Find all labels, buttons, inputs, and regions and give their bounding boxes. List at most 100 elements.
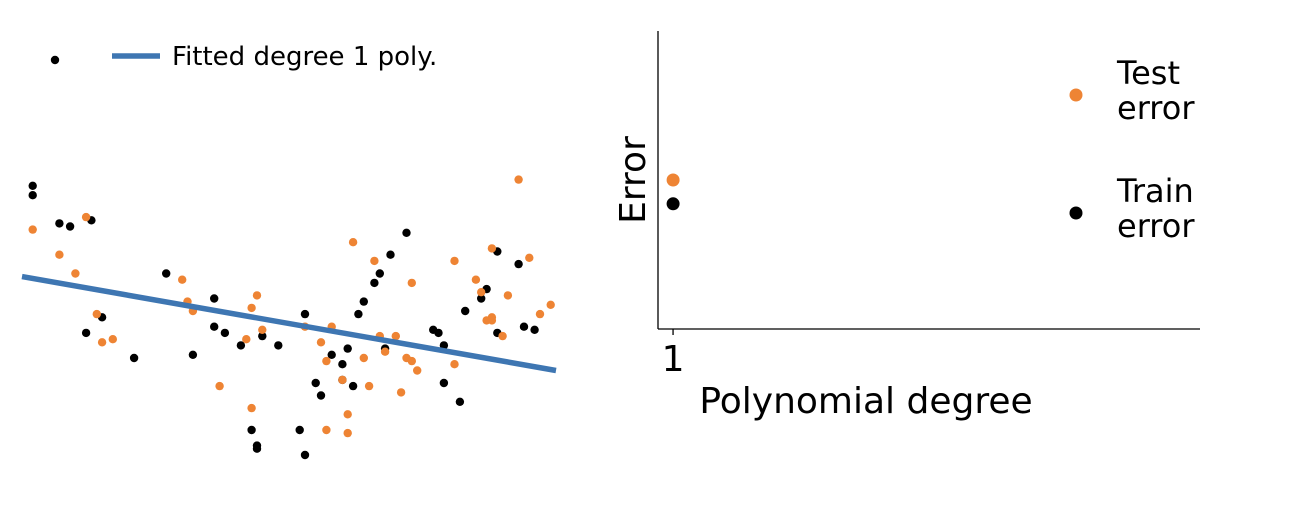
test-data-point [380, 347, 390, 356]
train-data-point [162, 269, 171, 278]
train-data-point [348, 381, 358, 391]
train-data-point [55, 219, 64, 228]
x-tick-label: 1 [662, 339, 685, 380]
train-data-point [28, 191, 37, 200]
test-data-point [407, 356, 416, 366]
test-data-point [178, 275, 187, 284]
train-data-point [210, 322, 219, 331]
test-data-point [322, 356, 331, 366]
test-data-point [525, 253, 534, 262]
test-data-point [258, 325, 267, 334]
test-data-point [247, 403, 256, 413]
train-data-point [370, 278, 379, 288]
train-data-point [434, 328, 443, 338]
test-data-point [247, 303, 256, 313]
train-data-point [359, 297, 368, 306]
train-data-point [28, 181, 37, 190]
legend-label: error [1117, 207, 1195, 245]
train-data-point [81, 328, 91, 338]
legend-label: Test [1116, 54, 1180, 92]
test-data-point [413, 366, 422, 375]
legend-label: Train [1116, 172, 1194, 210]
test-data-point [338, 375, 347, 385]
test-data-point [28, 225, 37, 234]
train-data-point [439, 341, 449, 350]
y-axis-label: Error [613, 136, 654, 224]
test-data-point [450, 360, 459, 369]
test-data-point [55, 250, 64, 259]
test-data-point [359, 353, 368, 363]
test-data-point [343, 428, 352, 438]
train-data-point [455, 397, 465, 406]
test-data-point [370, 256, 379, 266]
legend-marker [1069, 88, 1083, 102]
test-data-point [316, 338, 326, 347]
legend-marker [1069, 206, 1083, 220]
test-data-point [450, 256, 459, 266]
train-data-point [477, 294, 486, 303]
train-data-point [300, 309, 310, 319]
test-data-point [108, 335, 118, 344]
train-data-point [327, 350, 336, 359]
fitted-line [21, 273, 557, 374]
train-data-point [402, 228, 411, 237]
legend-dot-marker [50, 55, 60, 65]
train-data-point [295, 425, 304, 435]
test-data-point [343, 410, 352, 419]
test-data-point [71, 269, 80, 278]
train-data-point [530, 325, 539, 334]
train-data-point [210, 294, 219, 303]
test-data-point [514, 175, 523, 184]
test-data-point [477, 288, 486, 297]
test-data-point [97, 338, 107, 347]
test-data-point [215, 381, 224, 391]
train-data-point [311, 378, 320, 388]
train-data-point [258, 331, 267, 341]
legend-label: Fitted degree 1 poly. [172, 42, 437, 72]
train-data-point [375, 269, 384, 278]
train-data-point [236, 341, 246, 350]
train-data-point [354, 309, 363, 319]
test-data-point [498, 331, 507, 341]
test-data-point [391, 331, 400, 341]
test-data-point [348, 238, 358, 247]
test-data-point [322, 425, 331, 435]
test-error-point [666, 173, 680, 187]
test-data-point [471, 275, 481, 284]
test-data-point [503, 291, 513, 300]
train-data-point [338, 360, 347, 369]
test-data-point [252, 291, 262, 300]
test-data-point [535, 309, 545, 319]
train-data-point [188, 350, 198, 359]
train-data-point [316, 391, 326, 400]
data-fit-panel: Fitted degree 1 poly. [21, 42, 557, 460]
train-data-point [252, 444, 262, 453]
train-data-point [129, 353, 139, 363]
test-data-point [487, 316, 497, 325]
train-data-point [274, 341, 283, 350]
train-data-point [514, 259, 523, 269]
test-data-point [81, 212, 91, 222]
test-data-point [407, 278, 416, 288]
legend-label: error [1117, 89, 1195, 127]
train-data-point [220, 328, 230, 338]
train-data-point [247, 425, 256, 435]
test-data-point [242, 335, 251, 344]
train-data-point [519, 322, 529, 331]
test-data-point [92, 309, 102, 319]
test-data-point [546, 300, 555, 309]
train-data-point [65, 222, 75, 231]
train-data-point [343, 344, 352, 353]
test-data-point [396, 388, 406, 397]
legend: Fitted degree 1 poly. [50, 42, 437, 72]
train-data-point [461, 306, 470, 316]
x-axis-label: Polynomial degree [699, 381, 1032, 422]
test-data-point [487, 244, 497, 253]
test-data-point [364, 381, 374, 391]
train-data-point [386, 250, 395, 259]
train-data-point [300, 450, 310, 460]
train-data-point [439, 378, 449, 388]
